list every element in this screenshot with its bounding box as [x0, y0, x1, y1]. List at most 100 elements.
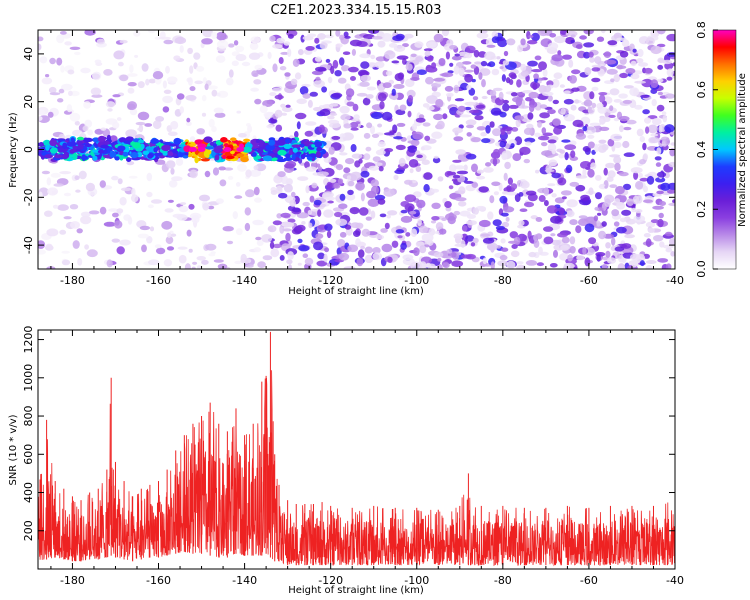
heatmap-cell: [499, 140, 507, 148]
heatmap-cell: [470, 242, 476, 247]
heatmap-cell: [589, 91, 595, 100]
heatmap-peak: [236, 147, 245, 152]
heatmap-cell: [332, 59, 339, 69]
heatmap-cell: [114, 156, 120, 161]
heatmap-cell: [396, 122, 406, 127]
heatmap-cell: [639, 177, 649, 182]
heatmap-cell: [371, 36, 383, 40]
heatmap-cell: [455, 197, 467, 202]
heatmap-cell: [510, 143, 515, 148]
heatmap-cell: [549, 33, 557, 38]
heatmap-cell: [127, 87, 135, 94]
heatmap-cell: [118, 61, 124, 67]
heatmap-cell: [382, 82, 392, 89]
heatmap-cell: [255, 236, 262, 241]
heatmap-cell: [526, 123, 534, 129]
heatmap-cell: [644, 67, 653, 74]
heatmap-cell: [242, 146, 252, 153]
heatmap-cell: [274, 109, 283, 118]
heatmap-cell: [538, 135, 550, 141]
heatmap-cell: [433, 113, 444, 121]
heatmap-cell: [276, 37, 286, 44]
heatmap-cell: [91, 94, 103, 98]
heatmap-cell: [315, 151, 321, 158]
heatmap-cell: [165, 236, 174, 245]
heatmap-cell: [454, 243, 467, 247]
heatmap-cell: [476, 32, 489, 39]
heatmap-cell: [621, 249, 632, 253]
heatmap-cell: [137, 111, 150, 121]
heatmap-cell: [527, 230, 532, 240]
heatmap-cell: [533, 73, 539, 80]
heatmap-cell: [269, 92, 277, 97]
x-tick-label: -100: [404, 574, 429, 587]
heatmap-cell: [137, 81, 145, 89]
heatmap-cell: [256, 240, 264, 246]
heatmap-cell: [203, 136, 213, 143]
heatmap-cell: [202, 30, 214, 38]
heatmap-cell: [453, 233, 464, 240]
heatmap-cell: [402, 58, 407, 65]
heatmap-cell: [652, 205, 664, 210]
heatmap-cell: [258, 141, 264, 147]
heatmap-cell: [535, 233, 543, 240]
heatmap-cell: [453, 65, 460, 75]
heatmap-cell: [534, 132, 541, 138]
heatmap-cell: [197, 265, 202, 269]
heatmap-cell: [587, 141, 596, 149]
heatmap-cell: [643, 233, 651, 238]
heatmap-cell: [294, 131, 299, 138]
heatmap-cell: [189, 65, 194, 74]
heatmap-cell: [317, 166, 323, 172]
heatmap-cell: [603, 51, 612, 58]
heatmap-cell: [623, 152, 635, 157]
heatmap-cell: [254, 98, 262, 105]
heatmap-cell: [326, 230, 332, 239]
heatmap-cell: [464, 69, 474, 73]
heatmap-cell: [63, 216, 72, 220]
heatmap-cell: [407, 95, 414, 103]
heatmap-cell: [318, 124, 325, 133]
heatmap-cell: [610, 78, 615, 83]
heatmap-cell: [130, 152, 139, 159]
heatmap-cell: [149, 226, 155, 232]
heatmap-cell: [519, 208, 528, 212]
heatmap-cell: [453, 210, 461, 216]
heatmap-cell: [665, 263, 672, 269]
heatmap-cell: [167, 76, 178, 84]
heatmap-cell: [70, 221, 80, 229]
heatmap-cell: [363, 132, 371, 139]
heatmap-cell: [237, 163, 247, 172]
heatmap-cell: [431, 131, 443, 139]
heatmap-cell: [141, 244, 147, 253]
heatmap-cell: [162, 141, 173, 146]
heatmap-cell: [618, 93, 628, 99]
heatmap-cell: [234, 260, 243, 265]
heatmap-cell: [307, 210, 312, 215]
heatmap-cell: [374, 61, 385, 69]
heatmap-cell: [395, 229, 405, 234]
heatmap-cell: [295, 112, 307, 120]
heatmap-cell: [316, 260, 328, 267]
heatmap-cell: [587, 106, 592, 111]
heatmap-cell: [358, 207, 369, 216]
heatmap-cell: [542, 68, 548, 78]
heatmap-cell: [465, 52, 473, 59]
heatmap-cell: [370, 179, 379, 188]
heatmap-cell: [47, 111, 54, 118]
heatmap-cell: [211, 126, 217, 133]
heatmap-cell: [285, 160, 297, 168]
heatmap-cell: [466, 220, 477, 226]
heatmap-cell: [273, 174, 283, 184]
heatmap-cell: [637, 172, 643, 178]
heatmap-cell: [155, 247, 166, 255]
heatmap-cell: [123, 214, 131, 221]
heatmap-cell: [338, 252, 350, 261]
heatmap-cell: [208, 253, 216, 257]
heatmap-cell: [468, 87, 476, 96]
heatmap-cell: [311, 182, 318, 189]
x-tick-label: -60: [580, 574, 598, 587]
heatmap-cell: [277, 171, 286, 178]
heatmap-cell: [346, 175, 352, 181]
heatmap-cell: [87, 129, 93, 136]
